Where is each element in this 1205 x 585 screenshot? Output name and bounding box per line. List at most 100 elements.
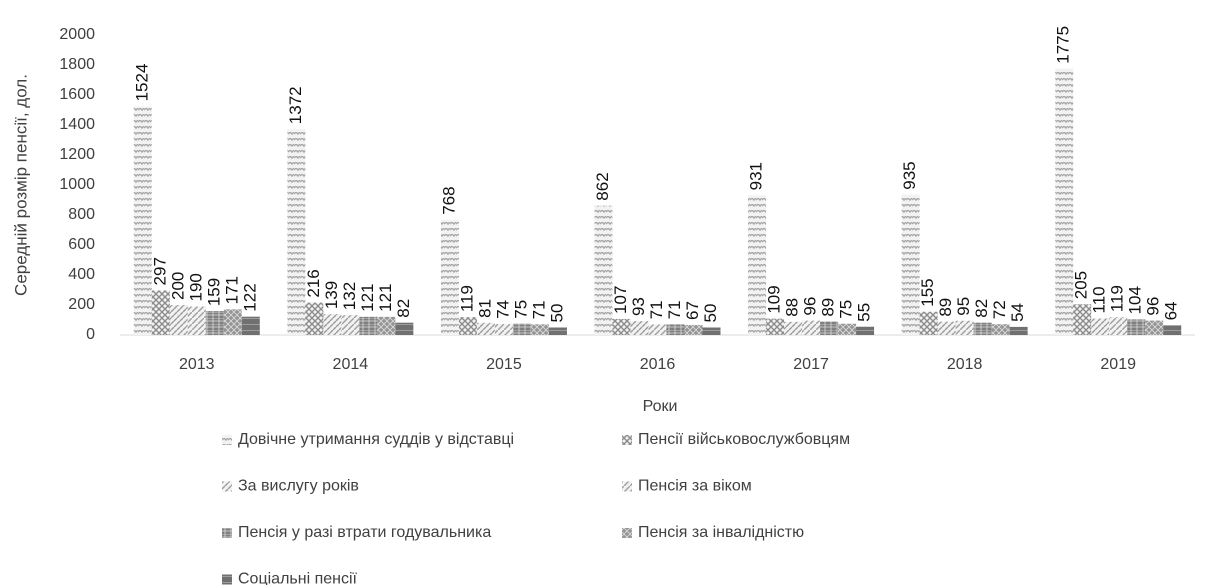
data-label: 55: [855, 303, 874, 322]
x-tick-label: 2016: [640, 356, 676, 373]
data-label: 89: [819, 298, 838, 317]
legend-swatch: [222, 481, 232, 492]
data-label: 82: [394, 299, 413, 318]
data-label: 74: [493, 300, 512, 319]
bar: [187, 306, 206, 335]
y-tick-label: 800: [68, 206, 95, 223]
data-label: 89: [936, 298, 955, 317]
data-label: 96: [1144, 297, 1163, 316]
data-label: 190: [186, 273, 205, 301]
bar: [612, 318, 631, 335]
y-axis-title: Середній розмір пенсії, дол.: [11, 74, 30, 296]
x-tick-label: 2015: [486, 356, 522, 373]
data-label: 107: [611, 286, 630, 314]
data-label: 1775: [1054, 26, 1073, 64]
x-tick-label: 2013: [179, 356, 215, 373]
y-tick-label: 1200: [59, 146, 95, 163]
data-label: 200: [168, 272, 187, 300]
legend-swatch: [622, 435, 632, 445]
bar: [512, 323, 531, 335]
data-label: 935: [900, 161, 919, 189]
bar: [973, 322, 992, 335]
data-label: 50: [701, 304, 720, 323]
bar: [838, 323, 857, 335]
bar: [594, 205, 613, 335]
data-label: 119: [457, 285, 476, 312]
y-tick-label: 400: [68, 266, 95, 283]
data-label: 82: [972, 299, 991, 318]
bar: [1127, 319, 1146, 335]
data-label: 121: [376, 283, 395, 311]
bar: [169, 305, 188, 335]
bar: [305, 302, 324, 335]
data-label: 50: [547, 304, 566, 323]
bar: [684, 324, 703, 335]
bar: [702, 327, 721, 335]
bar: [856, 326, 875, 335]
y-tick-label: 600: [68, 236, 95, 253]
bar: [205, 311, 224, 335]
bar: [133, 106, 152, 336]
bar: [937, 321, 956, 335]
legend-label: Пенсія у разі втрати годувальника: [238, 524, 491, 541]
bar: [666, 324, 685, 335]
data-label: 1524: [132, 64, 151, 102]
bar: [548, 327, 567, 335]
y-tick-label: 200: [68, 296, 95, 313]
bar: [648, 324, 667, 335]
data-label: 104: [1126, 286, 1145, 314]
bar: [991, 324, 1010, 335]
legend-label: За вислугу років: [238, 478, 359, 495]
bar: [820, 321, 839, 335]
bar: [1055, 68, 1074, 335]
data-label: 931: [747, 162, 766, 190]
bar: [476, 322, 495, 335]
bar: [766, 318, 785, 335]
data-label: 54: [1008, 303, 1027, 322]
x-axis-title: Роки: [643, 398, 678, 415]
bar: [440, 219, 459, 335]
bar: [1145, 320, 1164, 335]
y-tick-label: 1400: [59, 116, 95, 133]
data-label: 110: [1090, 286, 1109, 313]
data-label: 95: [954, 297, 973, 316]
data-label: 1372: [286, 86, 305, 124]
y-tick-label: 0: [86, 326, 95, 343]
legend-swatch: [222, 528, 232, 538]
bar: [151, 290, 170, 335]
data-label: 81: [475, 299, 494, 318]
data-label: 93: [629, 297, 648, 316]
data-label: 768: [439, 186, 458, 214]
data-label: 139: [322, 281, 341, 309]
data-label: 88: [783, 298, 802, 317]
x-tick-label: 2018: [947, 356, 983, 373]
legend-swatch: [622, 481, 632, 492]
legend-label: Пенсії військовослужбовцям: [638, 431, 850, 448]
legend-label: Пенсія за віком: [638, 478, 752, 495]
y-tick-label: 2000: [59, 26, 95, 43]
legend-swatch: [622, 528, 632, 538]
data-label: 75: [511, 300, 530, 319]
bar: [748, 195, 767, 335]
bar: [1091, 318, 1110, 335]
data-label: 75: [837, 300, 856, 319]
data-label: 71: [647, 300, 666, 319]
data-label: 205: [1072, 271, 1091, 299]
x-tick-label: 2017: [793, 356, 829, 373]
data-label: 171: [222, 276, 241, 304]
data-label: 64: [1162, 301, 1181, 320]
legend-label: Пенсія за інвалідністю: [638, 524, 804, 541]
legend-label: Довічне утримання суддів у відставці: [238, 431, 514, 448]
y-tick-label: 1800: [59, 56, 95, 73]
data-label: 132: [340, 282, 359, 310]
data-label: 122: [240, 283, 259, 311]
y-tick-label: 1000: [59, 176, 95, 193]
bar: [919, 311, 938, 335]
bar: [901, 194, 920, 335]
bar: [287, 129, 306, 335]
bar: [359, 316, 378, 335]
legend-swatch: [222, 574, 232, 585]
bar: [530, 324, 549, 335]
bar: [494, 323, 513, 335]
